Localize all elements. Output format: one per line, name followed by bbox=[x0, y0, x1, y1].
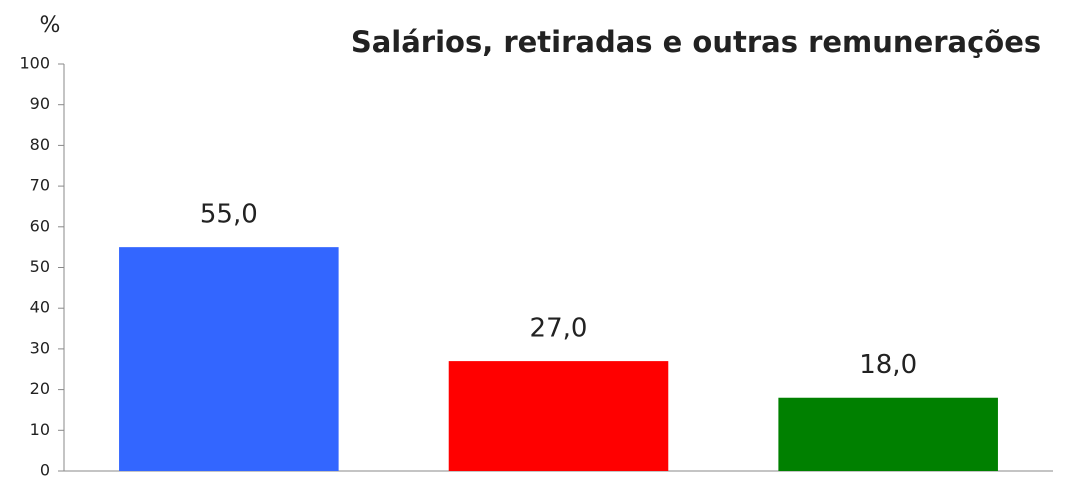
y-tick-label: 30 bbox=[30, 338, 50, 357]
y-tick-label: 100 bbox=[19, 54, 50, 73]
y-tick-label: 0 bbox=[40, 461, 50, 480]
y-tick-label: 90 bbox=[30, 94, 50, 113]
y-tick-label: 80 bbox=[30, 135, 50, 154]
y-tick-label: 60 bbox=[30, 216, 50, 235]
chart-title: Salários, retiradas e outras remuneraçõe… bbox=[351, 25, 1041, 59]
bar bbox=[448, 361, 669, 471]
y-tick-label: 40 bbox=[30, 298, 50, 317]
y-axis-label: % bbox=[40, 13, 61, 38]
y-tick-label: 20 bbox=[30, 379, 50, 398]
y-tick-label: 70 bbox=[30, 176, 50, 195]
y-tick-label: 10 bbox=[30, 420, 50, 439]
y-tick-label: 50 bbox=[30, 257, 50, 276]
bar bbox=[119, 247, 339, 471]
data-label: 55,0 bbox=[200, 200, 258, 230]
data-label: 27,0 bbox=[530, 314, 588, 344]
bar bbox=[778, 397, 998, 471]
data-label: 18,0 bbox=[859, 350, 917, 380]
